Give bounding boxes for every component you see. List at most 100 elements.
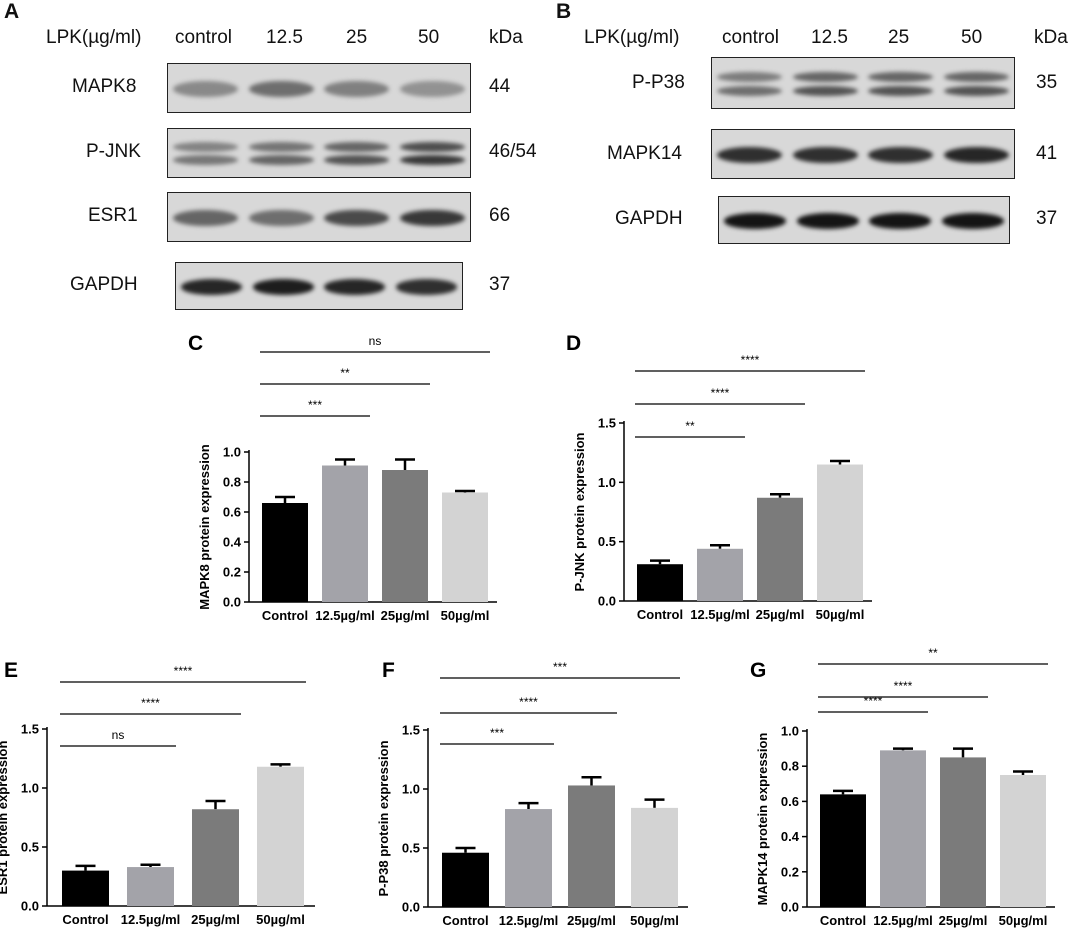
significance-label: **** xyxy=(141,696,160,710)
y-tick-label: 0.0 xyxy=(21,899,39,914)
blot-band xyxy=(399,155,465,165)
x-tick-label: 12.5µg/ml xyxy=(873,913,933,928)
x-tick-label: 25µg/ml xyxy=(191,912,240,927)
x-tick-label: 50µg/ml xyxy=(999,913,1048,928)
bar xyxy=(697,548,743,601)
bar xyxy=(442,492,488,602)
kda-value-mapk8: 44 xyxy=(489,76,511,97)
blot-p-jnk xyxy=(167,128,471,178)
blot-band xyxy=(324,142,390,153)
significance-label: **** xyxy=(864,694,883,708)
x-tick-label: Control xyxy=(62,912,108,927)
y-tick-label: 0.0 xyxy=(402,900,420,915)
blot-band xyxy=(943,72,1009,82)
blot-gapdh-b xyxy=(718,196,1010,244)
y-tick-label: 0.2 xyxy=(223,565,241,580)
blot-p-p38 xyxy=(711,57,1015,109)
blot-band xyxy=(792,85,858,96)
significance-label: **** xyxy=(174,664,193,678)
significance-label: ** xyxy=(928,646,938,660)
protein-label-gapdh-b: GAPDH xyxy=(615,208,683,229)
x-tick-label: 50µg/ml xyxy=(256,912,305,927)
protein-label-mapk8: MAPK8 xyxy=(72,76,137,97)
panel-letter-e: E xyxy=(4,659,18,682)
lpk-label-a: LPK(µg/ml) xyxy=(46,27,142,48)
blot-band xyxy=(717,85,783,96)
x-tick-label: 25µg/ml xyxy=(756,607,805,622)
panel-letter-b: B xyxy=(556,0,572,23)
blot-band xyxy=(324,155,390,165)
y-tick-label: 1.0 xyxy=(598,475,616,490)
bar xyxy=(442,852,489,907)
blot-band xyxy=(943,146,1009,164)
blot-gapdh-a xyxy=(175,262,463,310)
significance-label: *** xyxy=(308,398,322,412)
column-label-b-0: control xyxy=(722,27,780,48)
y-tick-label: 1.5 xyxy=(598,416,616,431)
y-tick-label: 0.8 xyxy=(223,475,241,490)
bar xyxy=(820,794,866,907)
x-tick-label: Control xyxy=(820,913,866,928)
x-tick-label: Control xyxy=(262,608,308,623)
significance-label: *** xyxy=(490,726,504,740)
blot-band xyxy=(248,155,314,165)
blot-band xyxy=(399,80,465,98)
kda-value-p-jnk: 46/54 xyxy=(489,141,537,162)
blot-band xyxy=(173,142,239,153)
significance-label: **** xyxy=(894,679,913,693)
protein-label-p-jnk: P-JNK xyxy=(86,141,141,162)
blot-mapk8 xyxy=(167,63,471,113)
significance-label: ** xyxy=(340,366,350,380)
x-tick-label: 12.5µg/ml xyxy=(315,608,375,623)
y-tick-label: 0.5 xyxy=(402,841,420,856)
column-label-a-1: 12.5 xyxy=(266,27,303,48)
column-label-a-3: 50 xyxy=(418,27,440,48)
blot-band xyxy=(173,80,239,98)
blot-band xyxy=(399,142,465,153)
x-tick-label: Control xyxy=(637,607,683,622)
significance-label: ** xyxy=(685,419,695,433)
significance-label: **** xyxy=(711,386,730,400)
x-tick-label: 12.5µg/ml xyxy=(121,912,181,927)
bar xyxy=(62,870,109,906)
bar xyxy=(568,785,615,907)
y-tick-label: 0.6 xyxy=(781,794,799,809)
blot-band xyxy=(399,209,465,227)
column-label-b-3: 50 xyxy=(961,27,983,48)
y-tick-label: 0.4 xyxy=(781,829,800,844)
protein-label-p-p38: P-P38 xyxy=(632,72,685,93)
y-tick-label: 0.2 xyxy=(781,864,799,879)
lpk-label-b: LPK(µg/ml) xyxy=(584,27,680,48)
bar xyxy=(127,867,174,906)
x-tick-label: 25µg/ml xyxy=(939,913,988,928)
significance-label: ns xyxy=(369,334,382,348)
x-tick-label: Control xyxy=(442,913,488,928)
kda-value-mapk14: 41 xyxy=(1036,143,1058,164)
blot-band xyxy=(248,80,314,98)
blot-band xyxy=(252,279,314,295)
protein-label-gapdh-a: GAPDH xyxy=(70,274,138,295)
blot-band xyxy=(395,279,457,295)
bar xyxy=(757,497,803,601)
y-tick-label: 1.0 xyxy=(781,724,799,739)
kda-label-a: kDa xyxy=(489,27,523,48)
blot-band xyxy=(943,85,1009,96)
bar xyxy=(631,807,678,907)
x-tick-label: 50µg/ml xyxy=(630,913,679,928)
blot-band xyxy=(869,213,932,229)
kda-value-gapdh-b: 37 xyxy=(1036,208,1058,229)
blot-band xyxy=(868,72,934,82)
protein-label-esr1: ESR1 xyxy=(88,205,138,226)
x-tick-label: 50µg/ml xyxy=(441,608,490,623)
kda-label-b: kDa xyxy=(1034,27,1068,48)
significance-label: **** xyxy=(741,353,760,367)
kda-value-gapdh-a: 37 xyxy=(489,274,511,295)
y-axis-label: P-JNK protein expression xyxy=(572,432,587,591)
bar xyxy=(1000,775,1046,907)
protein-label-mapk14: MAPK14 xyxy=(607,143,682,164)
column-label-b-2: 25 xyxy=(888,27,910,48)
y-tick-label: 0.5 xyxy=(21,840,39,855)
bar xyxy=(817,464,863,601)
kda-value-esr1: 66 xyxy=(489,205,511,226)
blot-band xyxy=(868,85,934,96)
